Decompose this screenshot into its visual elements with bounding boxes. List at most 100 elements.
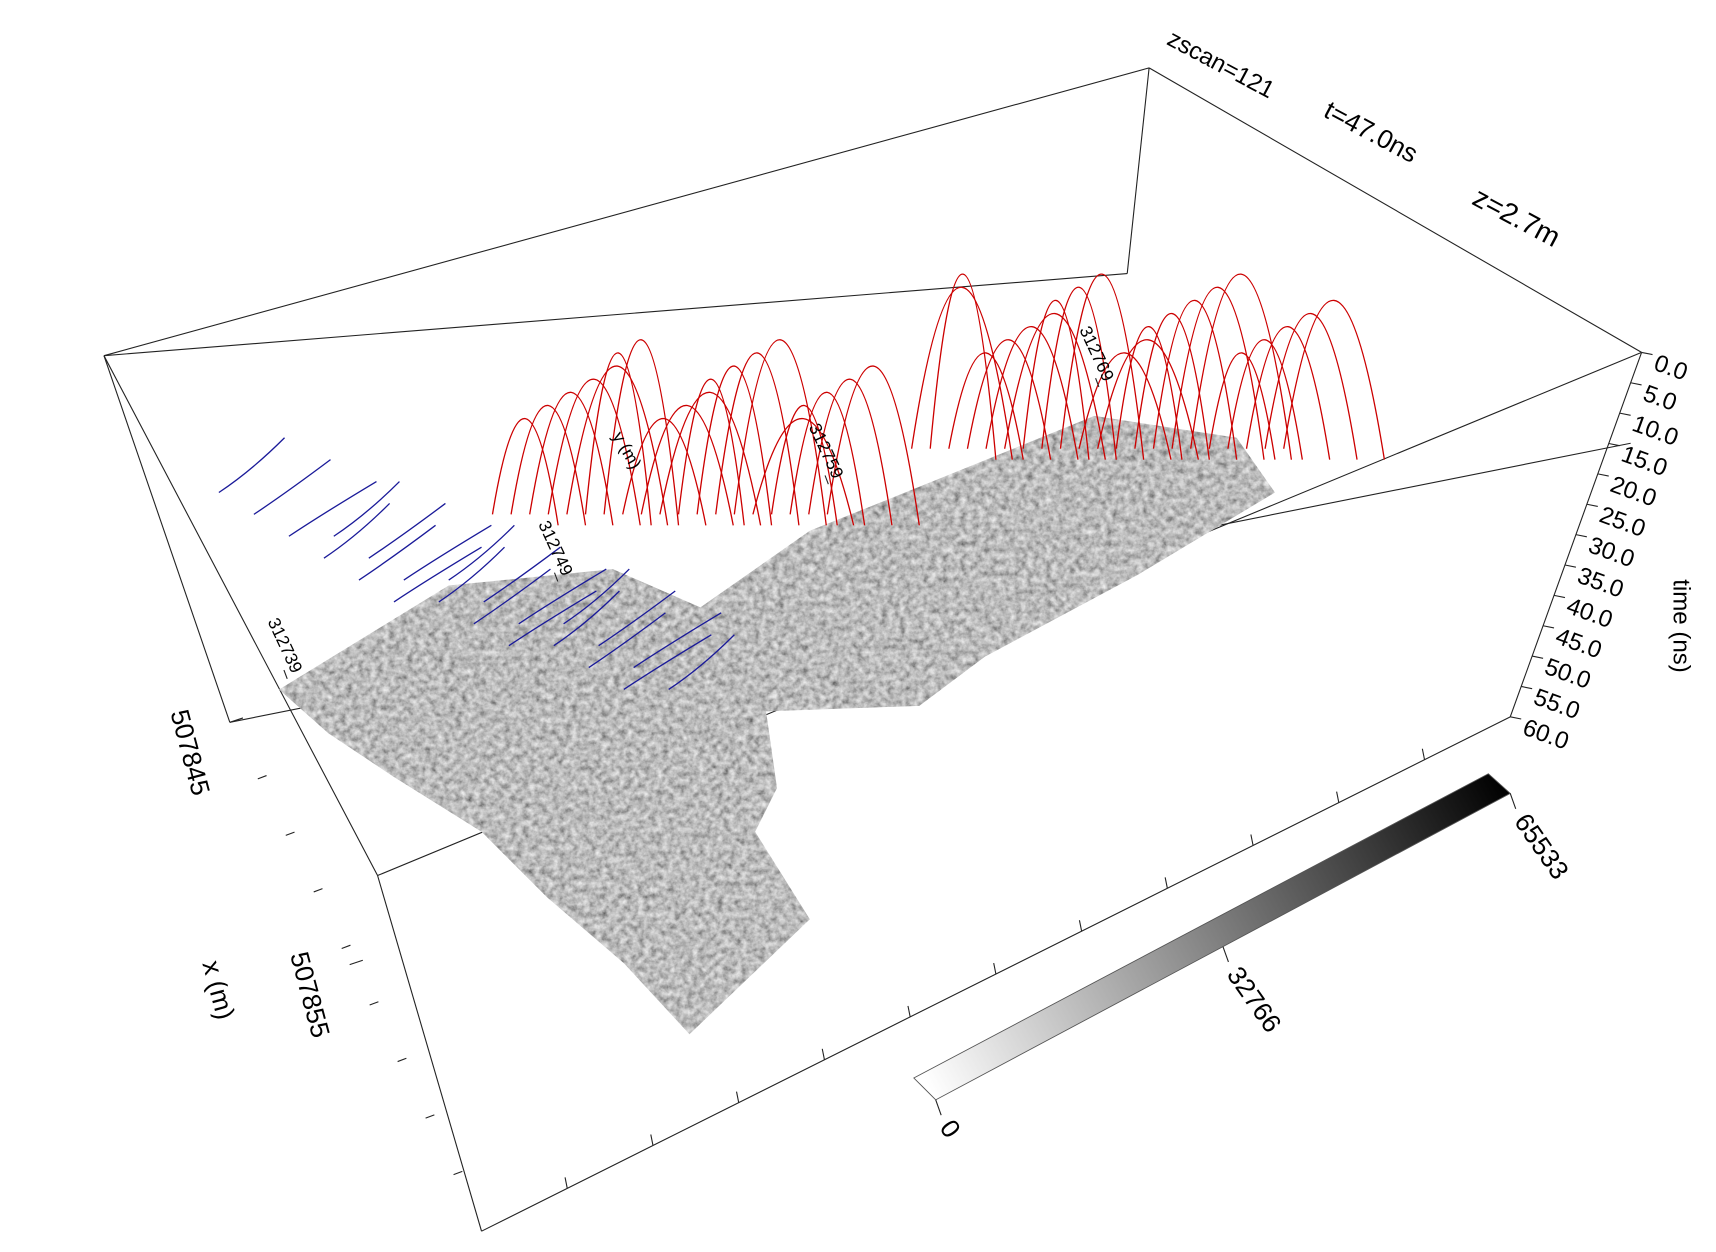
trace	[563, 568, 630, 625]
trace	[910, 286, 1013, 460]
y-tick	[283, 669, 288, 679]
z-tick-label: 0.0	[1650, 350, 1691, 387]
z-tick	[1564, 564, 1577, 568]
trace	[547, 378, 641, 526]
trace	[333, 481, 400, 537]
y-tick	[1095, 377, 1100, 388]
trace	[1022, 299, 1090, 460]
trace	[826, 365, 920, 526]
minor-tick	[1336, 791, 1340, 803]
trace	[715, 352, 800, 526]
trace	[518, 568, 607, 625]
trace	[358, 524, 436, 581]
trace	[1041, 286, 1117, 460]
trace	[483, 546, 561, 603]
z-tick	[1553, 594, 1566, 599]
z-tick	[1510, 716, 1522, 720]
trace	[659, 391, 762, 526]
trace	[1283, 299, 1386, 460]
y-tick	[553, 572, 559, 582]
colorbar-tick-label: 65533	[1508, 808, 1574, 885]
x-tick-label: 507855	[284, 949, 336, 1041]
z-tick	[1630, 382, 1642, 386]
z-tick	[1521, 685, 1533, 690]
trace	[966, 339, 1052, 460]
trace	[566, 365, 669, 526]
minor-tick	[1164, 877, 1168, 889]
trace	[752, 417, 855, 526]
z-tick	[1597, 473, 1609, 477]
trace	[1097, 339, 1199, 460]
trace	[633, 612, 722, 669]
minor-tick	[257, 775, 267, 780]
trace	[218, 437, 286, 494]
z-tick	[1641, 351, 1653, 356]
minor-tick	[341, 944, 351, 949]
z-tick	[1575, 534, 1587, 538]
trace	[253, 459, 331, 515]
colorbar-tick	[1222, 946, 1229, 963]
trace	[1115, 326, 1183, 460]
minor-tick	[453, 1170, 463, 1176]
trace	[677, 378, 745, 526]
minor-tick	[397, 1057, 407, 1063]
trace	[1245, 326, 1331, 460]
colorbar-tick-label: 32766	[1221, 961, 1287, 1038]
trace	[368, 502, 446, 559]
gpr-slice	[279, 415, 1275, 1035]
trace	[393, 546, 482, 603]
x-tick	[229, 717, 244, 723]
x-tick-label: 507845	[164, 706, 216, 798]
y-tick-label: 312759	[805, 420, 848, 481]
z-tick	[1586, 503, 1598, 507]
trace	[288, 480, 377, 537]
trace	[929, 273, 997, 460]
minor-tick	[564, 1177, 568, 1189]
minor-tick	[285, 831, 295, 836]
trace	[948, 352, 1024, 460]
trace	[789, 391, 866, 526]
colorbar-tick	[1509, 793, 1517, 809]
trace	[510, 404, 587, 526]
colorbar	[913, 773, 1512, 1101]
trace	[1171, 286, 1265, 460]
annotation: t=47.0ns	[1319, 95, 1423, 169]
minor-tick	[425, 1114, 435, 1119]
trace	[1264, 312, 1358, 460]
radar-traces	[218, 273, 1386, 691]
trace	[603, 339, 680, 526]
annotation: zscan=121	[1163, 25, 1279, 104]
trace	[640, 404, 734, 526]
trace	[733, 339, 827, 526]
trace	[1152, 299, 1238, 460]
colorbar-tick	[935, 1099, 942, 1116]
y-tick	[824, 475, 829, 485]
trace	[1208, 352, 1276, 460]
trace	[588, 612, 666, 669]
trace	[622, 417, 707, 526]
trace	[623, 634, 712, 691]
colorbar-tick-label: 0	[934, 1114, 967, 1143]
y-tick-label: 312769	[1075, 323, 1118, 384]
minor-tick	[821, 1048, 825, 1060]
minor-tick	[313, 888, 323, 893]
trace	[508, 590, 597, 647]
trace	[323, 502, 391, 559]
trace	[403, 524, 492, 581]
trace	[808, 378, 893, 526]
minor-tick	[907, 1005, 911, 1017]
trace	[491, 417, 559, 526]
minor-tick	[650, 1134, 654, 1146]
annotation: z=2.7m	[1467, 181, 1565, 253]
trace	[1059, 273, 1145, 460]
z-tick-label: 5.0	[1640, 380, 1681, 417]
trace	[529, 391, 614, 526]
x-axis-label: x (m)	[196, 957, 240, 1023]
trace	[448, 524, 515, 581]
z-tick	[1542, 625, 1555, 629]
z-tick	[1608, 442, 1620, 447]
y-tick-label: 312749	[534, 517, 577, 578]
y-tick-label: 312739	[264, 615, 307, 676]
trace	[553, 590, 620, 647]
